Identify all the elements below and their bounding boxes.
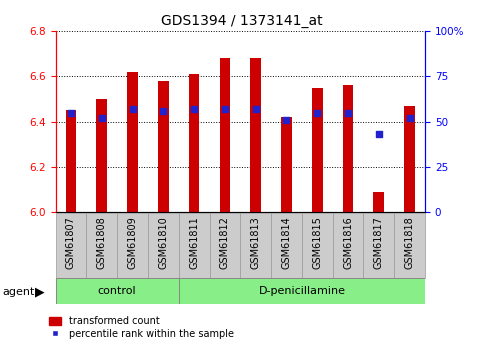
Text: D-penicillamine: D-penicillamine — [258, 286, 345, 296]
Point — [313, 110, 321, 115]
Text: GSM61817: GSM61817 — [374, 216, 384, 269]
Text: GSM61816: GSM61816 — [343, 216, 353, 269]
Point — [159, 108, 167, 114]
Bar — [158, 81, 169, 212]
Bar — [96, 99, 107, 212]
Bar — [250, 58, 261, 212]
Legend: transformed count, percentile rank within the sample: transformed count, percentile rank withi… — [48, 315, 235, 340]
Text: GSM61807: GSM61807 — [66, 216, 76, 269]
Bar — [66, 110, 76, 212]
Text: GSM61811: GSM61811 — [189, 216, 199, 269]
Bar — [127, 72, 138, 212]
Text: GSM61812: GSM61812 — [220, 216, 230, 269]
Text: GSM61814: GSM61814 — [282, 216, 291, 269]
Text: GSM61815: GSM61815 — [313, 216, 322, 269]
Point — [252, 106, 259, 112]
Bar — [56, 278, 179, 304]
Bar — [86, 213, 117, 278]
Bar — [189, 74, 199, 212]
Bar — [210, 213, 240, 278]
Bar — [148, 213, 179, 278]
Text: GSM61818: GSM61818 — [405, 216, 414, 269]
Point — [406, 115, 413, 121]
Text: GDS1394 / 1373141_at: GDS1394 / 1373141_at — [161, 14, 322, 28]
Text: GSM61808: GSM61808 — [97, 216, 107, 269]
Bar — [302, 213, 333, 278]
Bar — [56, 213, 86, 278]
Point — [283, 117, 290, 122]
Bar — [373, 192, 384, 212]
Bar — [312, 88, 323, 212]
Point — [98, 115, 106, 121]
Point — [375, 131, 383, 137]
Bar — [117, 213, 148, 278]
Bar — [281, 117, 292, 212]
Point — [67, 110, 75, 115]
Point — [344, 110, 352, 115]
Bar — [333, 213, 364, 278]
Text: GSM61810: GSM61810 — [158, 216, 168, 269]
Text: control: control — [98, 286, 136, 296]
Point — [221, 106, 229, 112]
Bar — [364, 213, 394, 278]
Bar — [271, 213, 302, 278]
Text: agent: agent — [2, 287, 35, 296]
Bar — [342, 86, 354, 212]
Text: GSM61809: GSM61809 — [128, 216, 138, 269]
Bar — [179, 213, 210, 278]
Point — [190, 106, 198, 112]
Bar — [179, 278, 425, 304]
Text: GSM61813: GSM61813 — [251, 216, 261, 269]
Bar — [240, 213, 271, 278]
Point — [128, 106, 136, 112]
Bar — [404, 106, 415, 212]
Bar — [394, 213, 425, 278]
Bar — [219, 58, 230, 212]
Text: ▶: ▶ — [35, 285, 44, 298]
